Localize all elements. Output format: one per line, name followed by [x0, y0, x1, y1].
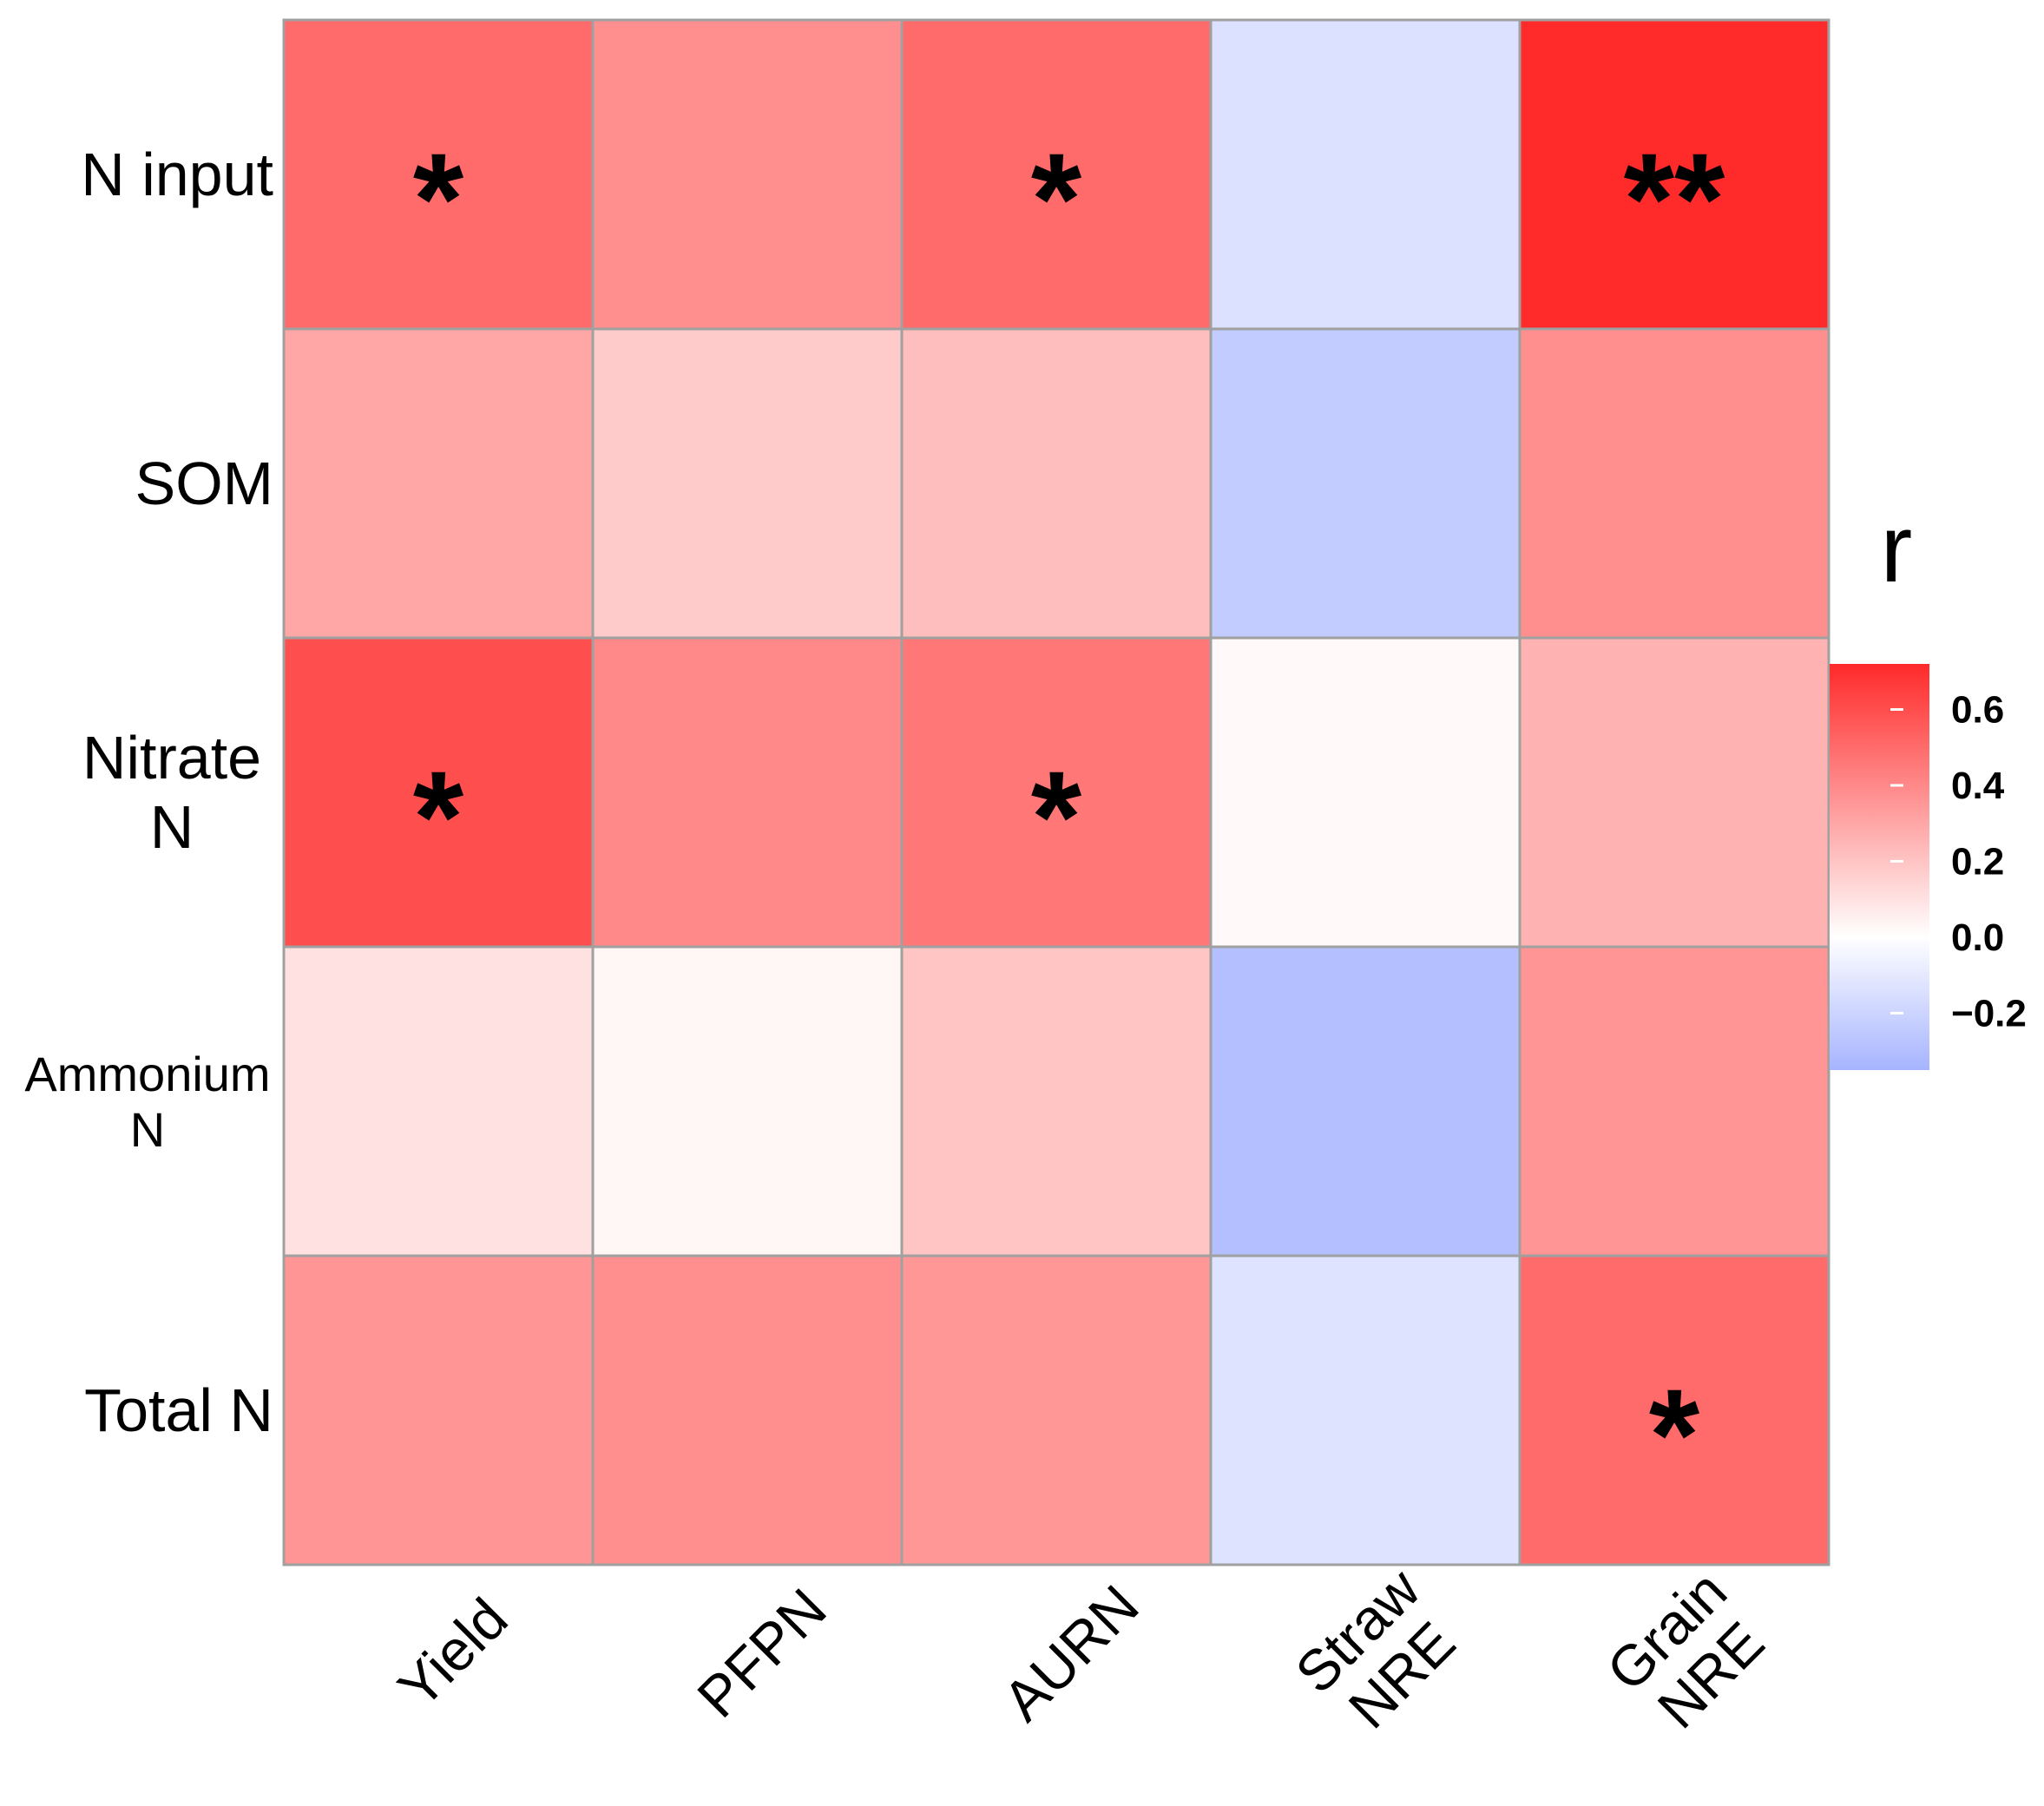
significance-mark: *	[1031, 126, 1082, 272]
column-labels: Yield PFPN AURN StrawNRE GrainNRE	[385, 1556, 1783, 1750]
heatmap-cell	[900, 327, 1213, 640]
column-label: StrawNRE	[1283, 1556, 1476, 1750]
heatmap-cell	[1518, 636, 1830, 949]
row-label: Nitrate N	[82, 724, 261, 861]
row-label: SOM	[135, 450, 273, 517]
heatmap-cell	[1209, 945, 1521, 1258]
legend-tick-label: 0.4	[1951, 765, 2005, 807]
heatmap-cell	[1518, 945, 1830, 1258]
column-label: AURN	[990, 1573, 1151, 1733]
legend-tick-label: 0.6	[1951, 688, 2004, 731]
heatmap-cell	[1518, 327, 1830, 640]
legend-tick-label: −0.2	[1951, 992, 2027, 1034]
heatmap-cell	[1209, 327, 1521, 640]
row-label: Ammonium N	[24, 1047, 270, 1157]
heatmap-cell	[282, 327, 595, 640]
color-legend: r 0.6 0.4 0.2 0.0 −0.2	[1830, 496, 2027, 1070]
heatmap-cell	[1209, 636, 1521, 949]
row-label: N input	[81, 141, 273, 208]
heatmap-cell	[1209, 1254, 1521, 1566]
heatmap-cell	[282, 18, 595, 331]
heatmap-cell	[900, 18, 1213, 331]
column-label: Yield	[385, 1586, 519, 1719]
column-label: PFPN	[685, 1576, 838, 1730]
legend-tick-label: 0.2	[1951, 840, 2004, 883]
heatmap-cells	[282, 18, 1830, 1566]
significance-mark: **	[1624, 126, 1725, 272]
heatmap-cell	[1518, 18, 1830, 331]
legend-title: r	[1881, 496, 1913, 602]
heatmap-cell	[282, 945, 595, 1258]
heatmap-cell	[591, 1254, 904, 1566]
significance-mark: *	[413, 126, 464, 272]
legend-ticks: 0.6 0.4 0.2 0.0 −0.2	[1890, 688, 2027, 1034]
significance-marks: * * *** **	[413, 126, 1725, 1507]
heatmap-cell	[1518, 1254, 1830, 1566]
heatmap-cell	[591, 327, 904, 640]
heatmap-cell	[1209, 18, 1521, 331]
heatmap-cell	[591, 18, 904, 331]
significance-mark: *	[413, 744, 464, 890]
heatmap-cell	[900, 1254, 1213, 1566]
heatmap-cell	[282, 1254, 595, 1566]
row-labels: N input SOM Nitrate N Ammonium N Total N	[24, 141, 273, 1444]
heatmap-cell	[900, 636, 1213, 949]
heatmap-cell	[591, 636, 904, 949]
significance-mark: *	[1649, 1362, 1700, 1507]
legend-tick-label: 0.0	[1951, 916, 2004, 959]
column-label: GrainNRE	[1594, 1559, 1783, 1747]
legend-color-bar	[1830, 664, 1929, 1070]
heatmap-cell	[591, 945, 904, 1258]
heatmap-cell	[900, 945, 1213, 1258]
row-label: Total N	[84, 1376, 273, 1444]
significance-mark: *	[1031, 744, 1082, 890]
